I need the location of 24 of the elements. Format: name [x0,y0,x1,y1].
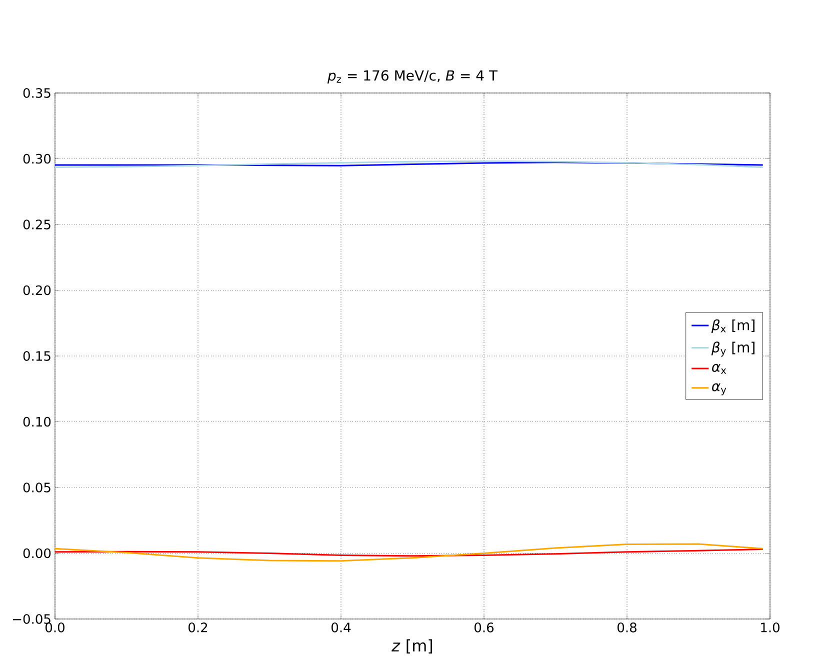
x-tick-label: 0.8 [618,622,636,632]
x-tick-label: 0.0 [46,622,64,632]
line-series [55,160,764,168]
legend-label: α$_{y}$ [712,383,726,396]
y-tick-label: 0.05 [23,482,50,492]
y-tick-label: 0.25 [23,220,50,230]
x-tick-label: 0.2 [188,622,208,632]
y-tick-label: 0.15 [23,351,50,361]
x-tick-label: 1.0 [761,622,780,632]
line-series [55,543,764,562]
legend-label: β$_{x}$ [m] [711,319,754,334]
chart-title: p$_{z}$ = 176 MeV/c, B = 4 T [327,70,498,84]
y-tick-label: −0.05 [13,614,50,624]
legend-label: α$_{x}$ [712,364,726,374]
y-tick-label: 0.00 [23,548,51,558]
y-tick-label: 0.20 [23,285,51,296]
line-series [55,548,764,557]
y-tick-label: 0.35 [23,88,50,98]
x-axis-title: z [m] [392,639,432,654]
y-tick-label: 0.30 [23,154,51,164]
x-tick-label: 0.6 [474,622,494,632]
x-tick-label: 0.4 [332,622,351,632]
y-tick-label: 0.10 [23,416,51,427]
legend-label: β$_{y}$ [m] [711,342,754,357]
